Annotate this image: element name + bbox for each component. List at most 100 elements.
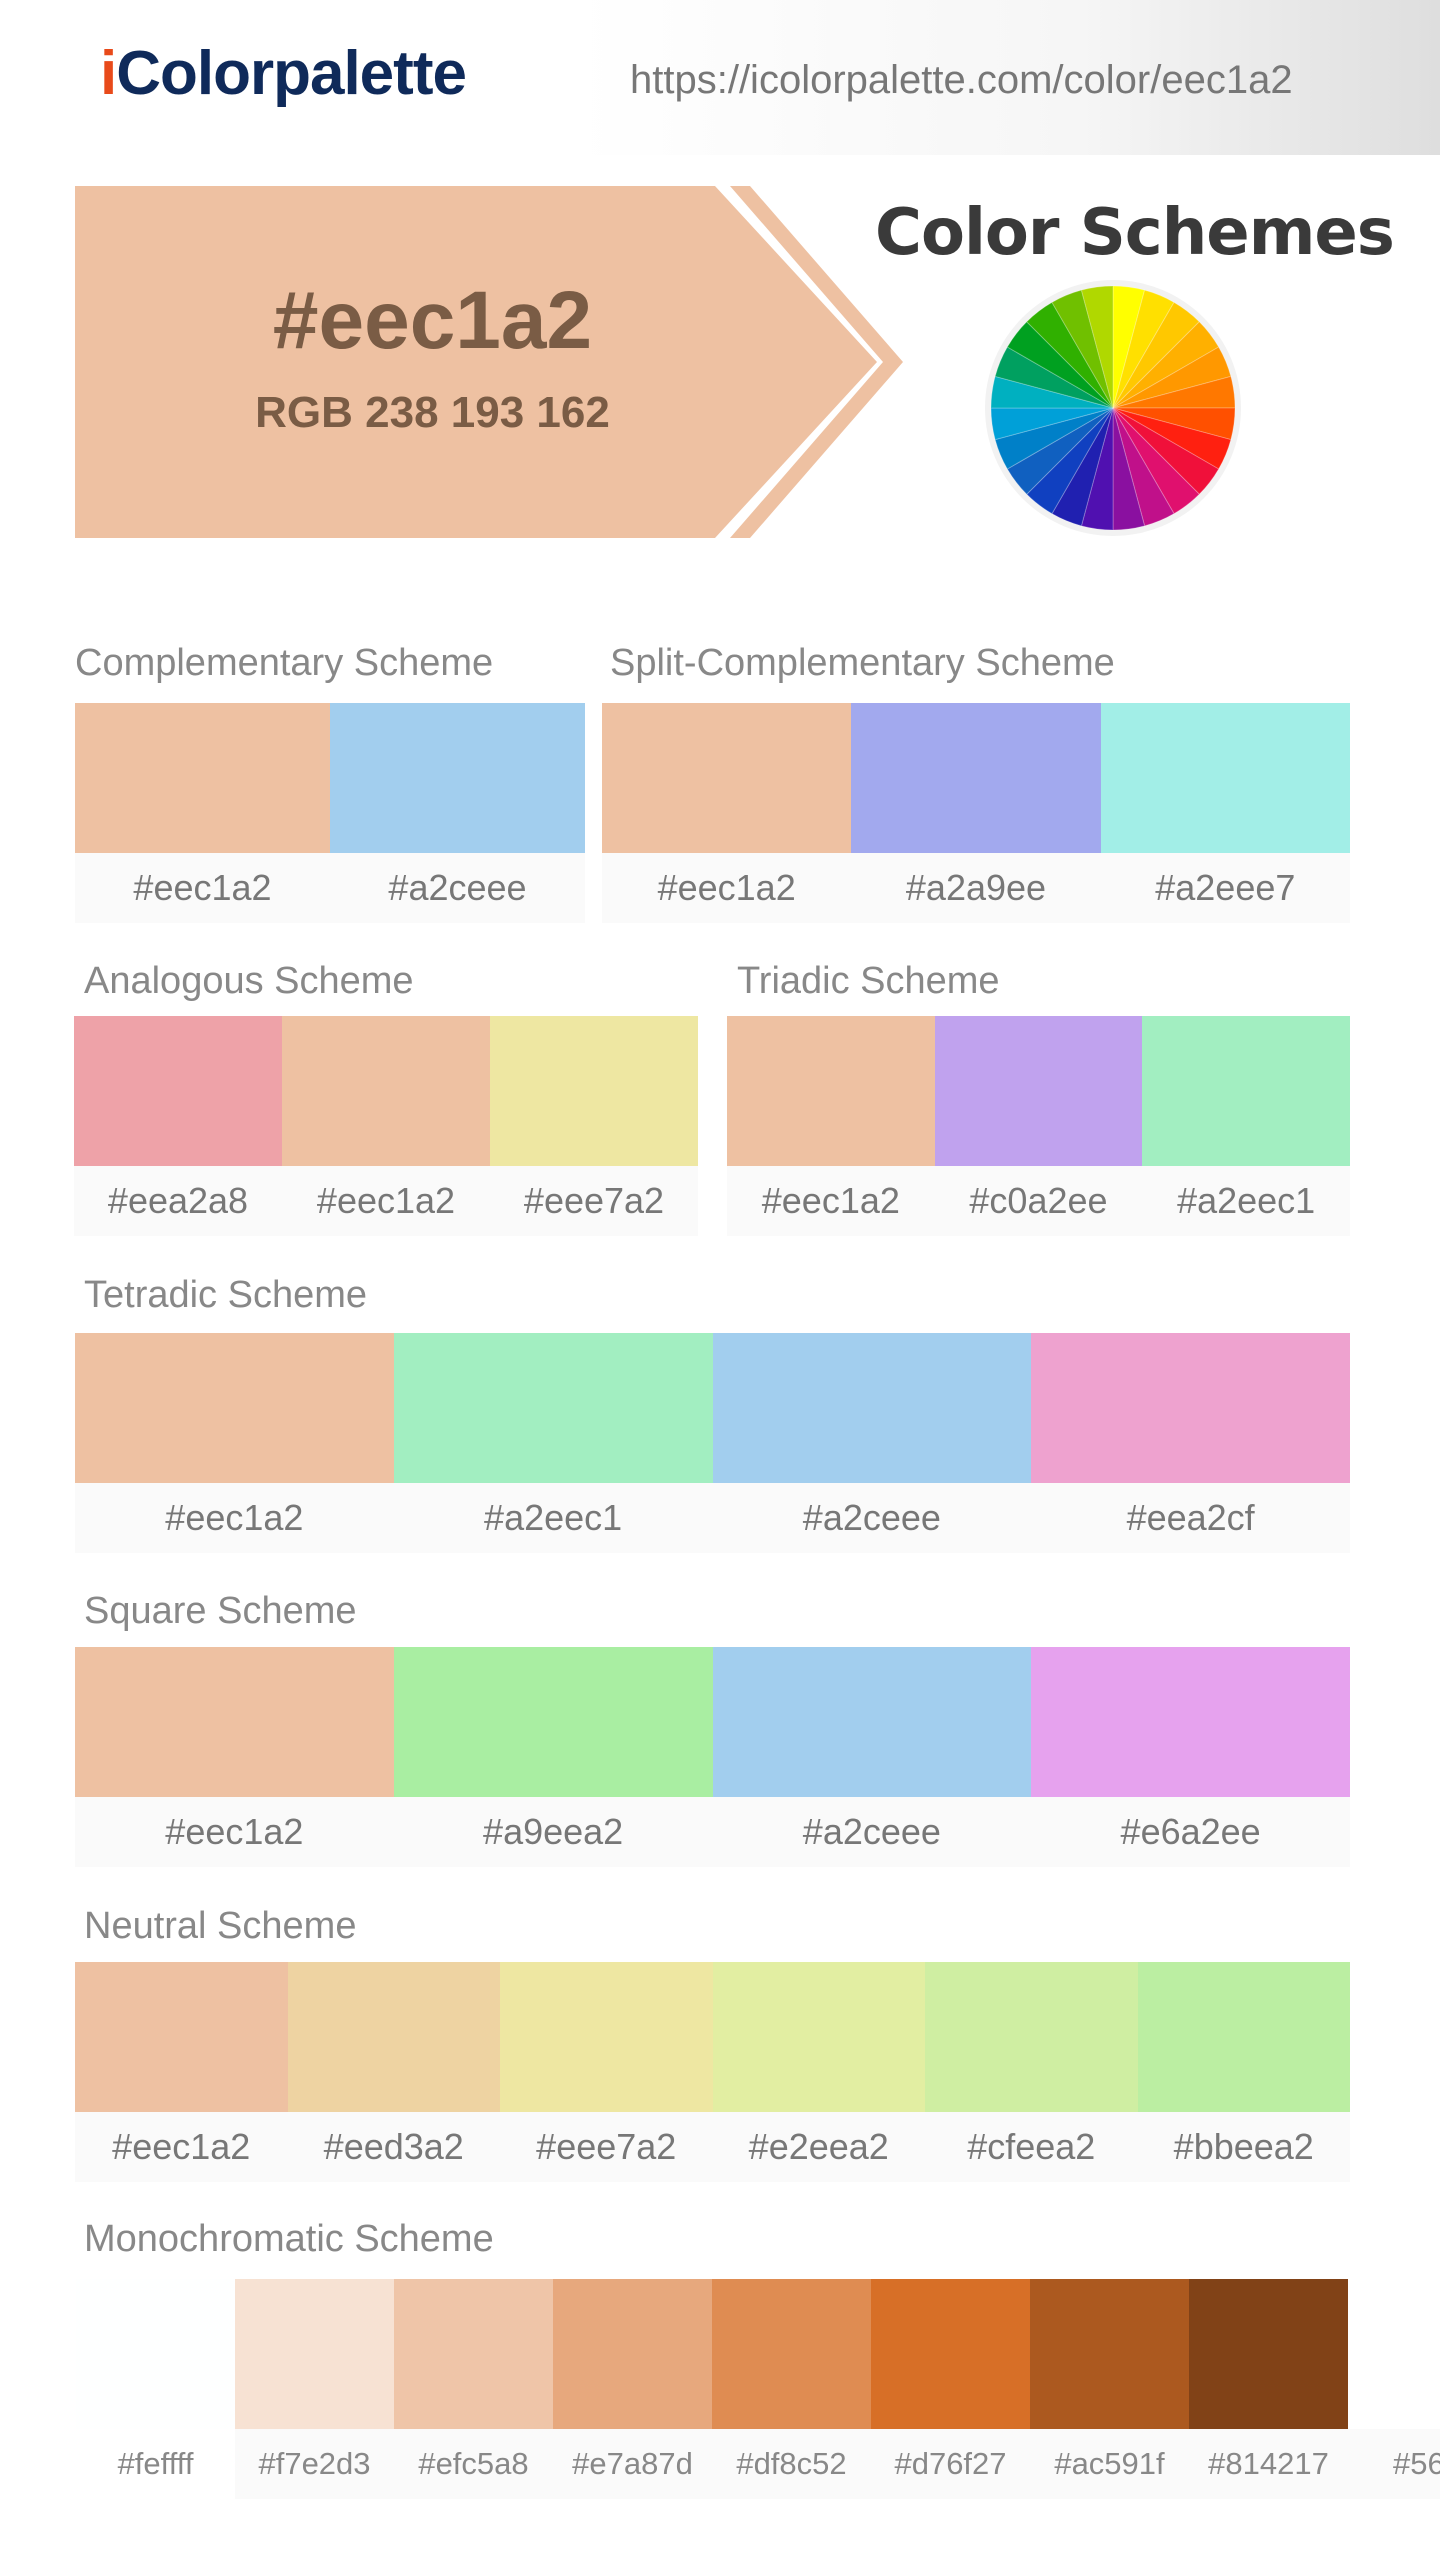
color-swatch[interactable]: #a9eea2 <box>393 1647 713 1867</box>
swatch-color[interactable] <box>727 1016 935 1166</box>
color-swatch[interactable]: #a2eec1 <box>1142 1016 1350 1236</box>
swatch-hex-label[interactable]: #a2eee7 <box>1100 853 1350 923</box>
swatch-color[interactable] <box>712 1962 925 2112</box>
swatch-hex-label[interactable]: #bbeea2 <box>1137 2112 1350 2182</box>
swatch-color[interactable] <box>1030 2279 1189 2429</box>
swatch-color[interactable] <box>1348 2279 1440 2429</box>
color-swatch[interactable]: #eec1a2 <box>602 703 852 923</box>
swatch-color[interactable] <box>282 1016 490 1166</box>
swatch-hex-label[interactable]: #a2a9ee <box>851 853 1101 923</box>
swatch-hex-label[interactable]: #562 <box>1348 2429 1440 2499</box>
swatch-color[interactable] <box>934 1016 1143 1166</box>
color-swatch[interactable]: #eed3a2 <box>287 1962 500 2182</box>
swatch-hex-label[interactable]: #eec1a2 <box>75 853 330 923</box>
swatch-color[interactable] <box>235 2279 394 2429</box>
color-swatch[interactable]: #e6a2ee <box>1031 1647 1350 1867</box>
color-swatch[interactable]: #eec1a2 <box>282 1016 490 1236</box>
swatch-color[interactable] <box>712 1333 1032 1483</box>
swatch-color[interactable] <box>287 1962 500 2112</box>
swatch-hex-label[interactable]: #a2ceee <box>330 853 585 923</box>
swatch-color[interactable] <box>602 703 852 853</box>
color-swatch[interactable]: #a2ceee <box>712 1333 1032 1553</box>
swatch-color[interactable] <box>490 1016 698 1166</box>
swatch-color[interactable] <box>712 1647 1032 1797</box>
color-swatch[interactable]: #a2eee7 <box>1100 703 1350 923</box>
swatch-hex-label[interactable]: #cfeea2 <box>925 2112 1138 2182</box>
swatch-color[interactable] <box>75 1647 394 1797</box>
swatch-color[interactable] <box>500 1962 713 2112</box>
color-swatch[interactable]: #eec1a2 <box>75 703 330 923</box>
swatch-hex-label[interactable]: #e6a2ee <box>1031 1797 1350 1867</box>
color-swatch[interactable]: #f7e2d3 <box>235 2279 394 2499</box>
swatch-color[interactable] <box>1031 1333 1350 1483</box>
swatch-hex-label[interactable]: #eee7a2 <box>490 1166 698 1236</box>
swatch-hex-label[interactable]: #eec1a2 <box>727 1166 935 1236</box>
swatch-hex-label[interactable]: #eec1a2 <box>602 853 852 923</box>
swatch-hex-label[interactable]: #a2eec1 <box>393 1483 713 1553</box>
swatch-color[interactable] <box>330 703 585 853</box>
color-swatch[interactable]: #a2a9ee <box>851 703 1101 923</box>
swatch-hex-label[interactable]: #eea2a8 <box>74 1166 282 1236</box>
swatch-color[interactable] <box>393 1333 713 1483</box>
swatch-color[interactable] <box>74 1016 282 1166</box>
swatch-hex-label[interactable]: #a2ceee <box>712 1797 1032 1867</box>
color-swatch[interactable]: #562 <box>1348 2279 1440 2499</box>
swatch-color[interactable] <box>75 1333 394 1483</box>
color-swatch[interactable]: #eec1a2 <box>727 1016 935 1236</box>
color-swatch[interactable]: #df8c52 <box>712 2279 871 2499</box>
color-swatch[interactable]: #eec1a2 <box>75 1962 288 2182</box>
swatch-hex-label[interactable]: #eec1a2 <box>282 1166 490 1236</box>
swatch-hex-label[interactable]: #814217 <box>1189 2429 1348 2499</box>
swatch-hex-label[interactable]: #a2eec1 <box>1142 1166 1350 1236</box>
color-swatch[interactable]: #a2eec1 <box>393 1333 713 1553</box>
swatch-hex-label[interactable]: #ac591f <box>1030 2429 1189 2499</box>
color-swatch[interactable]: #814217 <box>1189 2279 1348 2499</box>
color-swatch[interactable]: #feffff <box>76 2279 235 2499</box>
swatch-color[interactable] <box>925 1962 1138 2112</box>
color-swatch[interactable]: #eee7a2 <box>500 1962 713 2182</box>
swatch-color[interactable] <box>871 2279 1030 2429</box>
swatch-hex-label[interactable]: #df8c52 <box>712 2429 871 2499</box>
site-logo[interactable]: iColorpalette <box>100 38 467 109</box>
swatch-color[interactable] <box>1100 703 1350 853</box>
swatch-hex-label[interactable]: #a2ceee <box>712 1483 1032 1553</box>
color-swatch[interactable]: #d76f27 <box>871 2279 1030 2499</box>
swatch-color[interactable] <box>394 2279 553 2429</box>
swatch-hex-label[interactable]: #eed3a2 <box>287 2112 500 2182</box>
color-swatch[interactable]: #e2eea2 <box>712 1962 925 2182</box>
swatch-hex-label[interactable]: #d76f27 <box>871 2429 1030 2499</box>
swatch-hex-label[interactable]: #eec1a2 <box>75 2112 288 2182</box>
swatch-color[interactable] <box>1137 1962 1350 2112</box>
color-swatch[interactable]: #a2ceee <box>330 703 585 923</box>
color-swatch[interactable]: #efc5a8 <box>394 2279 553 2499</box>
swatch-color[interactable] <box>75 703 330 853</box>
swatch-color[interactable] <box>1189 2279 1348 2429</box>
color-swatch[interactable]: #cfeea2 <box>925 1962 1138 2182</box>
color-swatch[interactable]: #eea2a8 <box>74 1016 282 1236</box>
swatch-hex-label[interactable]: #eec1a2 <box>75 1483 394 1553</box>
swatch-color[interactable] <box>75 1962 288 2112</box>
color-swatch[interactable]: #bbeea2 <box>1137 1962 1350 2182</box>
swatch-color[interactable] <box>393 1647 713 1797</box>
swatch-color[interactable] <box>553 2279 712 2429</box>
color-swatch[interactable]: #eee7a2 <box>490 1016 698 1236</box>
swatch-hex-label[interactable]: #feffff <box>117 2446 194 2481</box>
color-swatch[interactable]: #eec1a2 <box>75 1647 394 1867</box>
swatch-hex-label[interactable]: #eea2cf <box>1031 1483 1350 1553</box>
swatch-hex-label[interactable]: #f7e2d3 <box>235 2429 394 2499</box>
color-swatch[interactable]: #eea2cf <box>1031 1333 1350 1553</box>
swatch-hex-label[interactable]: #c0a2ee <box>934 1166 1143 1236</box>
swatch-color[interactable] <box>1142 1016 1350 1166</box>
swatch-hex-label[interactable]: #e2eea2 <box>712 2112 925 2182</box>
color-swatch[interactable]: #a2ceee <box>712 1647 1032 1867</box>
color-swatch[interactable]: #e7a87d <box>553 2279 712 2499</box>
swatch-hex-label[interactable]: #efc5a8 <box>394 2429 553 2499</box>
color-swatch[interactable]: #ac591f <box>1030 2279 1189 2499</box>
swatch-color[interactable] <box>1031 1647 1350 1797</box>
color-swatch[interactable]: #eec1a2 <box>75 1333 394 1553</box>
swatch-hex-label[interactable]: #e7a87d <box>553 2429 712 2499</box>
swatch-hex-label[interactable]: #eee7a2 <box>500 2112 713 2182</box>
swatch-color[interactable] <box>712 2279 871 2429</box>
color-swatch[interactable]: #c0a2ee <box>934 1016 1143 1236</box>
swatch-hex-label[interactable]: #a9eea2 <box>393 1797 713 1867</box>
